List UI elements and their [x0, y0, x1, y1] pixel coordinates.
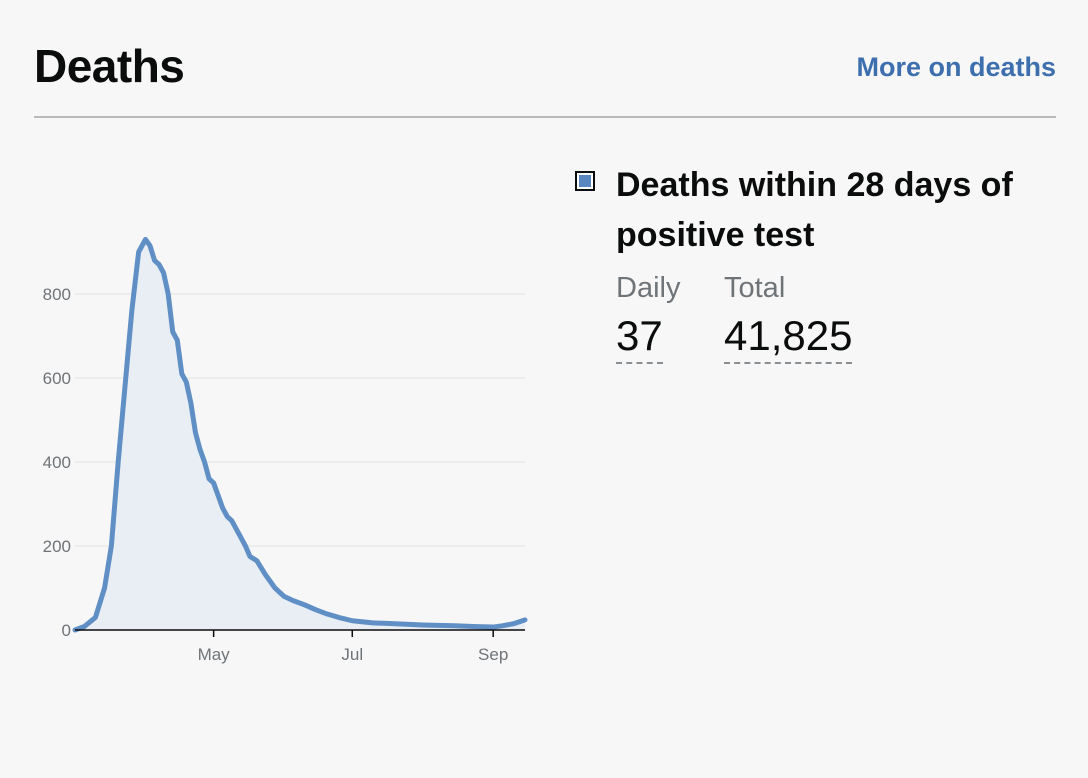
- y-tick-label-0: 0: [62, 621, 71, 640]
- legend-label: Deaths within 28 days of positive test: [616, 166, 1013, 254]
- total-value[interactable]: 41,825: [724, 312, 853, 364]
- x-tick-label-jul: Jul: [341, 645, 363, 664]
- series-line: [72, 236, 528, 633]
- x-tick-label-sep: Sep: [478, 645, 508, 664]
- daily-label: Daily: [616, 272, 681, 304]
- y-tick-label-200: 200: [43, 537, 71, 556]
- y-tick-label-800: 800: [43, 285, 71, 304]
- legend-swatch-icon: [575, 171, 595, 191]
- section-header: Deaths More on deaths: [34, 0, 1056, 118]
- page-title: Deaths: [34, 40, 185, 92]
- daily-value[interactable]: 37: [616, 312, 663, 364]
- series-area: [75, 239, 525, 630]
- total-label: Total: [724, 272, 786, 304]
- daily-metric: Daily 37: [616, 270, 680, 364]
- total-metric: Total 41,825: [724, 270, 853, 364]
- y-tick-label-600: 600: [43, 369, 71, 388]
- y-tick-label-400: 400: [43, 453, 71, 472]
- more-on-deaths-link[interactable]: More on deaths: [856, 52, 1056, 82]
- deaths-chart: 0 200 400 600 800 May Jul Sep: [20, 150, 560, 710]
- deaths-chart-svg: 0 200 400 600 800 May Jul Sep: [43, 236, 528, 664]
- x-tick-label-may: May: [198, 645, 231, 664]
